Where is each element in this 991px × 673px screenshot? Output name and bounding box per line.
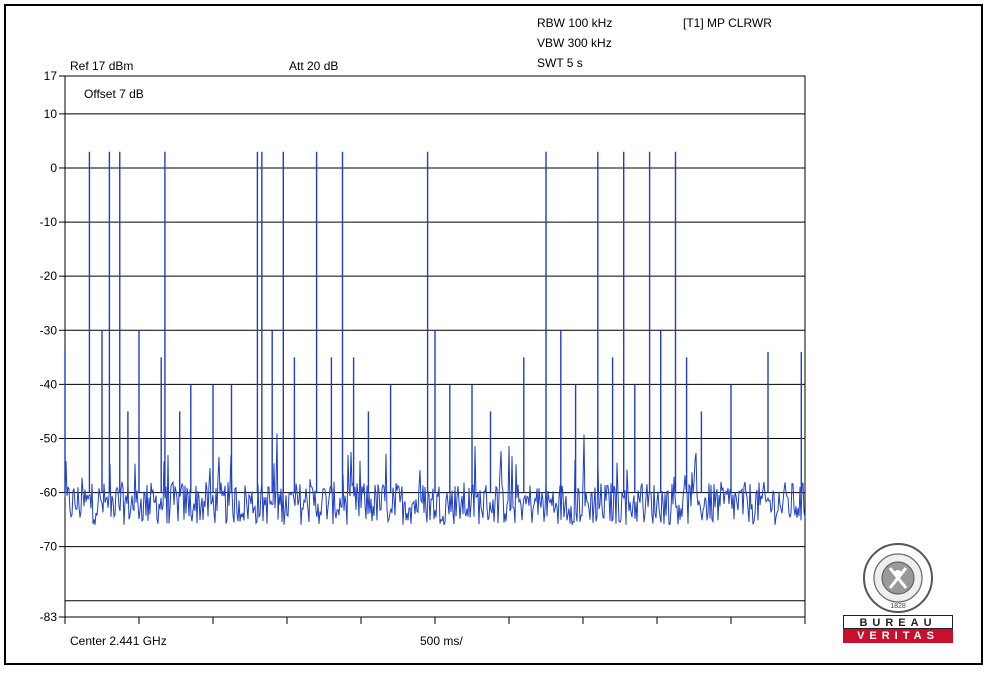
- offset-label: Offset 7 dB: [84, 87, 144, 101]
- y-tick-label: -70: [40, 540, 58, 554]
- ref-level-label: Ref 17 dBm: [70, 59, 133, 73]
- y-tick-label: -60: [40, 486, 58, 500]
- y-tick-label: -83: [40, 610, 58, 624]
- rbw-label: RBW 100 kHz: [537, 16, 612, 30]
- y-tick-label: 17: [44, 69, 58, 83]
- swt-label: SWT 5 s: [537, 56, 583, 70]
- attenuation-label: Att 20 dB: [289, 59, 338, 73]
- y-tick-label: -30: [40, 323, 58, 337]
- x-axis: [64, 617, 806, 624]
- sweep-time-per-division-label: 500 ms/: [420, 634, 463, 648]
- spectrum-trace: [64, 433, 806, 526]
- y-tick-label: -10: [40, 215, 58, 229]
- y-tick-label: 0: [50, 161, 57, 175]
- logo-word-veritas: VERITAS: [843, 629, 953, 643]
- vbw-label: VBW 300 kHz: [537, 36, 612, 50]
- peaks: [64, 151, 802, 493]
- y-axis: 17 10 0 -10 -20 -30 -40 -50 -60 -70 -83: [40, 69, 65, 624]
- trace-mode-label: [T1] MP CLRWR: [683, 16, 772, 30]
- bureau-veritas-seal: 1828: [863, 543, 933, 613]
- y-tick-label: -50: [40, 431, 58, 445]
- svg-text:1828: 1828: [890, 603, 906, 610]
- logo-word-bureau: BUREAU: [843, 615, 953, 629]
- y-tick-label: -20: [40, 269, 58, 283]
- y-tick-label: -40: [40, 377, 58, 391]
- y-tick-label: 10: [44, 107, 58, 121]
- center-frequency-label: Center 2.441 GHz: [70, 634, 167, 648]
